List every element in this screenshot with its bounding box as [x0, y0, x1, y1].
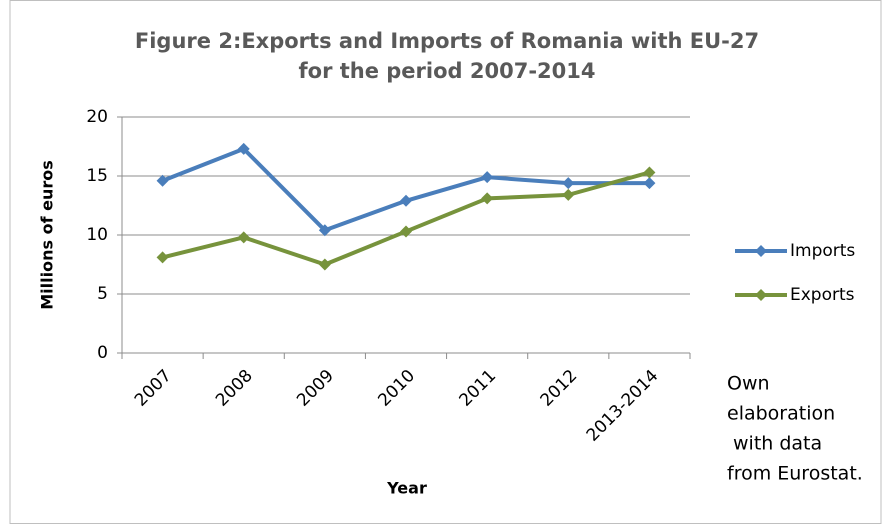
y-axis-title: Millions of euros: [38, 160, 57, 310]
point-marker: [237, 142, 250, 155]
point-marker: [400, 225, 412, 238]
y-tick-label: 10: [86, 225, 108, 245]
point-marker: [643, 166, 656, 179]
annotation: with data: [733, 433, 822, 455]
point-marker: [400, 194, 412, 207]
chart-frame: [9, 0, 882, 524]
x-axis-title: Year: [386, 479, 427, 498]
y-tick-label: 15: [86, 166, 108, 186]
point-marker: [156, 251, 169, 264]
point-marker: [643, 177, 656, 190]
point-marker: [318, 258, 331, 271]
annotation: elaboration: [727, 403, 835, 425]
y-tick-label: 5: [97, 284, 108, 304]
point-marker: [562, 177, 575, 190]
chart-title: Figure 2:Exports and Imports of Romania …: [135, 29, 759, 53]
legend-label: Exports: [790, 285, 855, 305]
legend-label: Imports: [790, 241, 855, 261]
point-marker: [481, 171, 494, 184]
point-marker: [237, 231, 250, 244]
y-tick-label: 0: [97, 343, 108, 363]
point-marker: [156, 174, 169, 187]
chart-title: for the period 2007-2014: [299, 59, 596, 83]
point-marker: [562, 188, 575, 201]
annotation: Own: [727, 373, 770, 395]
y-tick-label: 20: [86, 107, 108, 127]
legend-marker: [755, 289, 767, 301]
annotation: from Eurostat.: [727, 463, 863, 485]
point-marker: [318, 224, 331, 237]
legend-marker: [755, 245, 767, 257]
point-marker: [481, 192, 494, 205]
